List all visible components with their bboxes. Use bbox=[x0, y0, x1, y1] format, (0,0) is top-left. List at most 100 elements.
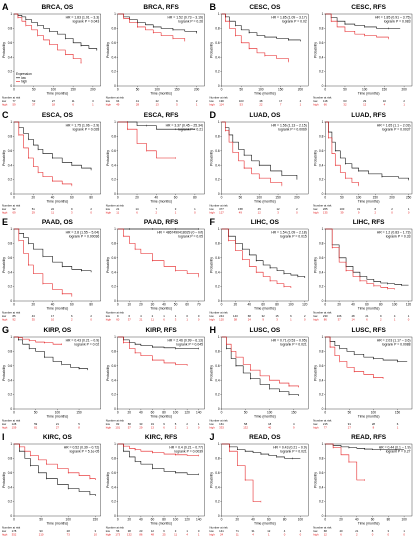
x-tick-label: 100 bbox=[401, 518, 407, 522]
risk-value: 56 bbox=[116, 529, 120, 533]
y-tick-label: 0.6 bbox=[215, 149, 220, 153]
x-axis-label: Time (months) bbox=[47, 200, 69, 204]
x-axis-label: Time (months) bbox=[358, 307, 380, 311]
logrank-text: logrank P = 0.0037 bbox=[382, 128, 411, 132]
risk-value: 32 bbox=[343, 102, 347, 106]
y-tick-label: 0.4 bbox=[319, 270, 324, 274]
risk-value: 31 bbox=[251, 529, 255, 533]
plot-frame bbox=[13, 336, 101, 410]
x-tick-label: 40 bbox=[155, 196, 159, 200]
risk-value: 2 bbox=[90, 207, 92, 211]
x-tick-label: 0 bbox=[324, 303, 326, 307]
y-tick-label: 0.8 bbox=[215, 457, 220, 461]
risk-value: 0 bbox=[194, 210, 196, 214]
risk-value: 4 bbox=[252, 532, 254, 536]
risk-value: 21 bbox=[365, 314, 369, 318]
risk-table-header: Number at risk bbox=[106, 419, 125, 423]
plot-frame bbox=[13, 121, 101, 195]
risk-value: 1 bbox=[394, 317, 396, 321]
risk-value: 25 bbox=[162, 532, 166, 536]
risk-value: 12 bbox=[258, 210, 262, 214]
hazard-ratio-text: HR = 1.56 (1.13 – 2.15) bbox=[271, 124, 307, 128]
x-tick-label: 50 bbox=[348, 411, 352, 415]
risk-table-header: Number at risk bbox=[210, 526, 229, 530]
risk-value: 27 bbox=[348, 425, 352, 429]
x-tick-label: 0 bbox=[117, 88, 119, 92]
risk-value: 6 bbox=[163, 317, 165, 321]
x-tick-label: 40 bbox=[351, 303, 355, 307]
risk-table-header: Number at risk bbox=[106, 204, 125, 208]
x-tick-label: 150 bbox=[382, 88, 388, 92]
risk-value: 4 bbox=[284, 529, 286, 533]
y-tick-label: 0.4 bbox=[319, 485, 324, 489]
x-axis-label: Time (months) bbox=[150, 522, 172, 526]
y-tick-label: 0.8 bbox=[8, 242, 13, 246]
x-tick-label: 80 bbox=[89, 303, 93, 307]
risk-value: 92 bbox=[12, 207, 16, 211]
plot-title: READ, OS bbox=[249, 434, 281, 441]
logrank-text: logrank P = 5.1e-05 bbox=[70, 450, 100, 454]
y-tick-label: 0 bbox=[114, 407, 116, 411]
hazard-ratio-text: HR = 0.44 (0.1 – 1.9) bbox=[379, 446, 411, 450]
risk-value: 230 bbox=[323, 314, 328, 318]
x-axis-label: Time (months) bbox=[150, 307, 172, 311]
x-tick-label: 80 bbox=[162, 518, 166, 522]
risk-value: 19 bbox=[151, 422, 155, 426]
y-axis-label: Probability bbox=[313, 42, 317, 58]
risk-row-label: low bbox=[313, 529, 318, 533]
x-tick-label: 60 bbox=[70, 196, 74, 200]
risk-value: 69 bbox=[12, 210, 16, 214]
y-tick-label: 0.8 bbox=[112, 135, 117, 139]
y-tick-label: 0.6 bbox=[319, 471, 324, 475]
panel-letter: D bbox=[210, 110, 217, 120]
y-tick-label: 0.8 bbox=[112, 242, 117, 246]
risk-value: 6 bbox=[340, 532, 342, 536]
km-curve-low bbox=[325, 336, 408, 362]
y-tick-label: 1 bbox=[114, 12, 116, 16]
risk-value: 135 bbox=[323, 210, 328, 214]
x-tick-label: 0 bbox=[221, 411, 223, 415]
x-tick-label: 200 bbox=[401, 88, 407, 92]
y-axis-label: Probability bbox=[313, 150, 317, 166]
y-tick-label: 0.4 bbox=[319, 163, 324, 167]
y-tick-label: 0.2 bbox=[319, 500, 324, 504]
risk-table-header: Number at risk bbox=[210, 204, 229, 208]
risk-value: 90 bbox=[40, 529, 44, 533]
hazard-ratio-text: HR = 0.52 (0.39 – 0.72) bbox=[64, 446, 100, 450]
risk-value: 45 bbox=[258, 207, 262, 211]
risk-value: 1 bbox=[408, 314, 410, 318]
risk-row-label: low bbox=[106, 314, 111, 318]
risk-value: 114 bbox=[219, 102, 224, 106]
km-panel-E-rfs: PAAD, RFS HR = 4867490418029 (0 – Inf)log… bbox=[106, 219, 205, 321]
y-tick-label: 1 bbox=[218, 442, 220, 446]
risk-table-header: Number at risk bbox=[313, 419, 332, 423]
x-tick-label: 0 bbox=[13, 411, 15, 415]
km-panel-F-rfs: LIHC, RFS HR = 1.2 (0.83 – 1.73)logrank P… bbox=[313, 219, 413, 321]
risk-value: 0 bbox=[408, 210, 410, 214]
risk-value: 59 bbox=[12, 102, 16, 106]
risk-value: 12 bbox=[267, 529, 271, 533]
risk-value: 2 bbox=[304, 314, 306, 318]
x-tick-label: 40 bbox=[251, 518, 255, 522]
km-curve-low bbox=[325, 443, 405, 451]
km-panel-C-rfs: ESCA, RFS HR = 3.37 (0.45 – 25.34)logrank… bbox=[106, 112, 205, 214]
plot-frame bbox=[325, 443, 413, 517]
panel-letter: I bbox=[2, 432, 5, 442]
plot-frame bbox=[325, 13, 413, 87]
y-tick-label: 0.4 bbox=[112, 270, 117, 274]
x-tick-label: 20 bbox=[139, 303, 143, 307]
km-curve-high bbox=[117, 336, 188, 366]
panel-letter: G bbox=[2, 325, 9, 335]
risk-value: 1 bbox=[92, 102, 94, 106]
risk-value: 173 bbox=[115, 532, 120, 536]
y-tick-label: 0.2 bbox=[215, 393, 220, 397]
risk-value: 13 bbox=[151, 425, 155, 429]
risk-value: 1 bbox=[300, 102, 302, 106]
y-tick-label: 0.6 bbox=[8, 41, 13, 45]
risk-table-header: Number at risk bbox=[2, 96, 21, 100]
plot-title: BRCA, RFS bbox=[143, 4, 179, 11]
risk-value: 3 bbox=[95, 529, 97, 533]
risk-value: 85 bbox=[12, 314, 16, 318]
km-panel-B-os: B CESC, OS HR = 1.85 (1.09 – 3.17)logrank … bbox=[210, 2, 309, 106]
risk-value: 2 bbox=[391, 207, 393, 211]
